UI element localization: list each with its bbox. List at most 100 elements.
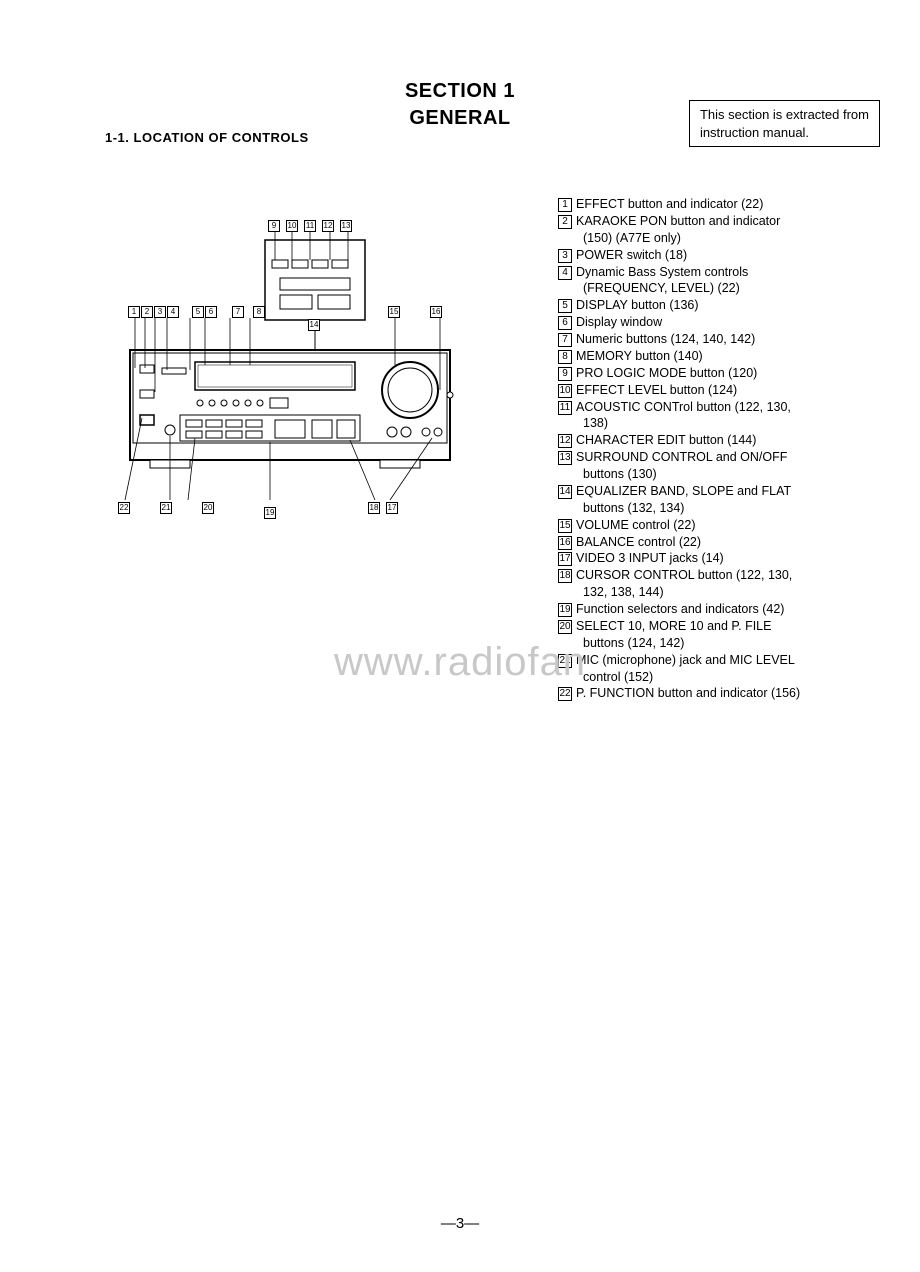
- legend-continuation: buttons (132, 134): [558, 500, 888, 517]
- callout-num: 19: [264, 507, 276, 519]
- legend-number: 6: [558, 316, 572, 330]
- inset-callouts: 9 10 11 12 13: [268, 220, 352, 232]
- legend-text: EQUALIZER BAND, SLOPE and FLAT: [576, 483, 888, 500]
- callout-num: 10: [286, 220, 298, 232]
- legend-item: 8 MEMORY button (140): [558, 348, 888, 365]
- legend-text: KARAOKE PON button and indicator: [576, 213, 888, 230]
- watermark-text: www.radiofan: [0, 640, 920, 685]
- legend-item: 11 ACOUSTIC CONTrol button (122, 130,: [558, 399, 888, 416]
- legend-text: Dynamic Bass System controls: [576, 264, 888, 281]
- note-line1: This section is extracted from: [700, 106, 869, 124]
- legend-continuation: buttons (130): [558, 466, 888, 483]
- legend-item: 16 BALANCE control (22): [558, 534, 888, 551]
- legend-text: BALANCE control (22): [576, 534, 888, 551]
- callout-num: 12: [322, 220, 334, 232]
- legend-text: EFFECT button and indicator (22): [576, 196, 888, 213]
- legend-text: Display window: [576, 314, 888, 331]
- legend-text: Numeric buttons (124, 140, 142): [576, 331, 888, 348]
- bottom-left-callouts: 22 21 20: [118, 502, 214, 514]
- legend-item: 1 EFFECT button and indicator (22): [558, 196, 888, 213]
- right-callouts: 15 16: [388, 306, 442, 318]
- legend-number: 1: [558, 198, 572, 212]
- callout-num: 8: [253, 306, 265, 318]
- legend-number: 2: [558, 215, 572, 229]
- legend-number: 18: [558, 569, 572, 583]
- legend-number: 20: [558, 620, 572, 634]
- legend-number: 7: [558, 333, 572, 347]
- callout-num: 7: [232, 306, 244, 318]
- callout-num: 2: [141, 306, 153, 318]
- legend-number: 11: [558, 401, 572, 415]
- legend-number: 17: [558, 552, 572, 566]
- legend-text: DISPLAY button (136): [576, 297, 888, 314]
- extract-note: This section is extracted from instructi…: [689, 100, 880, 147]
- legend-item: 20 SELECT 10, MORE 10 and P. FILE: [558, 618, 888, 635]
- mid-callouts: 1 2 3 4 5 6 7 8: [128, 306, 265, 318]
- legend-number: 9: [558, 367, 572, 381]
- callout-num: 20: [202, 502, 214, 514]
- callout-num: 3: [154, 306, 166, 318]
- legend-number: 22: [558, 687, 572, 701]
- callout-num: 6: [205, 306, 217, 318]
- controls-legend: 1 EFFECT button and indicator (22) 2 KARAOK…: [558, 196, 888, 702]
- legend-item: 2 KARAOKE PON button and indicator: [558, 213, 888, 230]
- legend-item: 15 VOLUME control (22): [558, 517, 888, 534]
- callout-num: 21: [160, 502, 172, 514]
- legend-number: 16: [558, 536, 572, 550]
- legend-continuation: (150) (A77E only): [558, 230, 888, 247]
- legend-text: CURSOR CONTROL button (122, 130,: [576, 567, 888, 584]
- legend-text: VOLUME control (22): [576, 517, 888, 534]
- legend-item: 18 CURSOR CONTROL button (122, 130,: [558, 567, 888, 584]
- callout-num: 11: [304, 220, 316, 232]
- legend-text: EFFECT LEVEL button (124): [576, 382, 888, 399]
- legend-text: Function selectors and indicators (42): [576, 601, 888, 618]
- legend-number: 10: [558, 384, 572, 398]
- legend-item: 12CHARACTER EDIT button (144): [558, 432, 888, 449]
- legend-number: 5: [558, 299, 572, 313]
- callout-num: 17: [386, 502, 398, 514]
- legend-number: 19: [558, 603, 572, 617]
- legend-item: 14 EQUALIZER BAND, SLOPE and FLAT: [558, 483, 888, 500]
- legend-item: 10 EFFECT LEVEL button (124): [558, 382, 888, 399]
- manual-page: SECTION 1 GENERAL This section is extrac…: [0, 0, 920, 1272]
- callout-num: 13: [340, 220, 352, 232]
- legend-item: 7 Numeric buttons (124, 140, 142): [558, 331, 888, 348]
- legend-text: SELECT 10, MORE 10 and P. FILE: [576, 618, 888, 635]
- legend-item: 5 DISPLAY button (136): [558, 297, 888, 314]
- bottom-mid-callout: 19: [264, 502, 276, 520]
- legend-text: POWER switch (18): [576, 247, 888, 264]
- callout-num: 16: [430, 306, 442, 318]
- legend-text: P. FUNCTION button and indicator (156): [576, 685, 888, 702]
- legend-item: 19 Function selectors and indicators (42): [558, 601, 888, 618]
- legend-continuation: (FREQUENCY, LEVEL) (22): [558, 280, 888, 297]
- legend-item: 4 Dynamic Bass System controls: [558, 264, 888, 281]
- subsection-heading: 1-1. LOCATION OF CONTROLS: [105, 130, 309, 145]
- legend-number: 15: [558, 519, 572, 533]
- callout-num: 22: [118, 502, 130, 514]
- legend-text: SURROUND CONTROL and ON/OFF: [576, 449, 888, 466]
- page-number: —3—: [0, 1215, 920, 1232]
- legend-item: 3 POWER switch (18): [558, 247, 888, 264]
- callout-num: 9: [268, 220, 280, 232]
- legend-text: PRO LOGIC MODE button (120): [576, 365, 888, 382]
- legend-item: 6 Display window: [558, 314, 888, 331]
- note-line2: instruction manual.: [700, 124, 869, 142]
- callout-num: 15: [388, 306, 400, 318]
- legend-number: 14: [558, 485, 572, 499]
- legend-number: 3: [558, 249, 572, 263]
- legend-number: 8: [558, 350, 572, 364]
- legend-text: ACOUSTIC CONTrol button (122, 130,: [576, 399, 888, 416]
- legend-text: MEMORY button (140): [576, 348, 888, 365]
- legend-continuation: 132, 138, 144): [558, 584, 888, 601]
- callout-num: 5: [192, 306, 204, 318]
- legend-item: 13 SURROUND CONTROL and ON/OFF: [558, 449, 888, 466]
- legend-item: 17VIDEO 3 INPUT jacks (14): [558, 550, 888, 567]
- callout-num: 4: [167, 306, 179, 318]
- legend-number: 4: [558, 266, 572, 280]
- legend-number: 12: [558, 434, 572, 448]
- legend-continuation: 138): [558, 415, 888, 432]
- controls-diagram: 9 10 11 12 13 1 2 3 4 5 6 7 8 15 16 14 2…: [100, 220, 470, 520]
- legend-number: 13: [558, 451, 572, 465]
- inset-bottom-callout: 14: [308, 314, 320, 332]
- legend-item: 9 PRO LOGIC MODE button (120): [558, 365, 888, 382]
